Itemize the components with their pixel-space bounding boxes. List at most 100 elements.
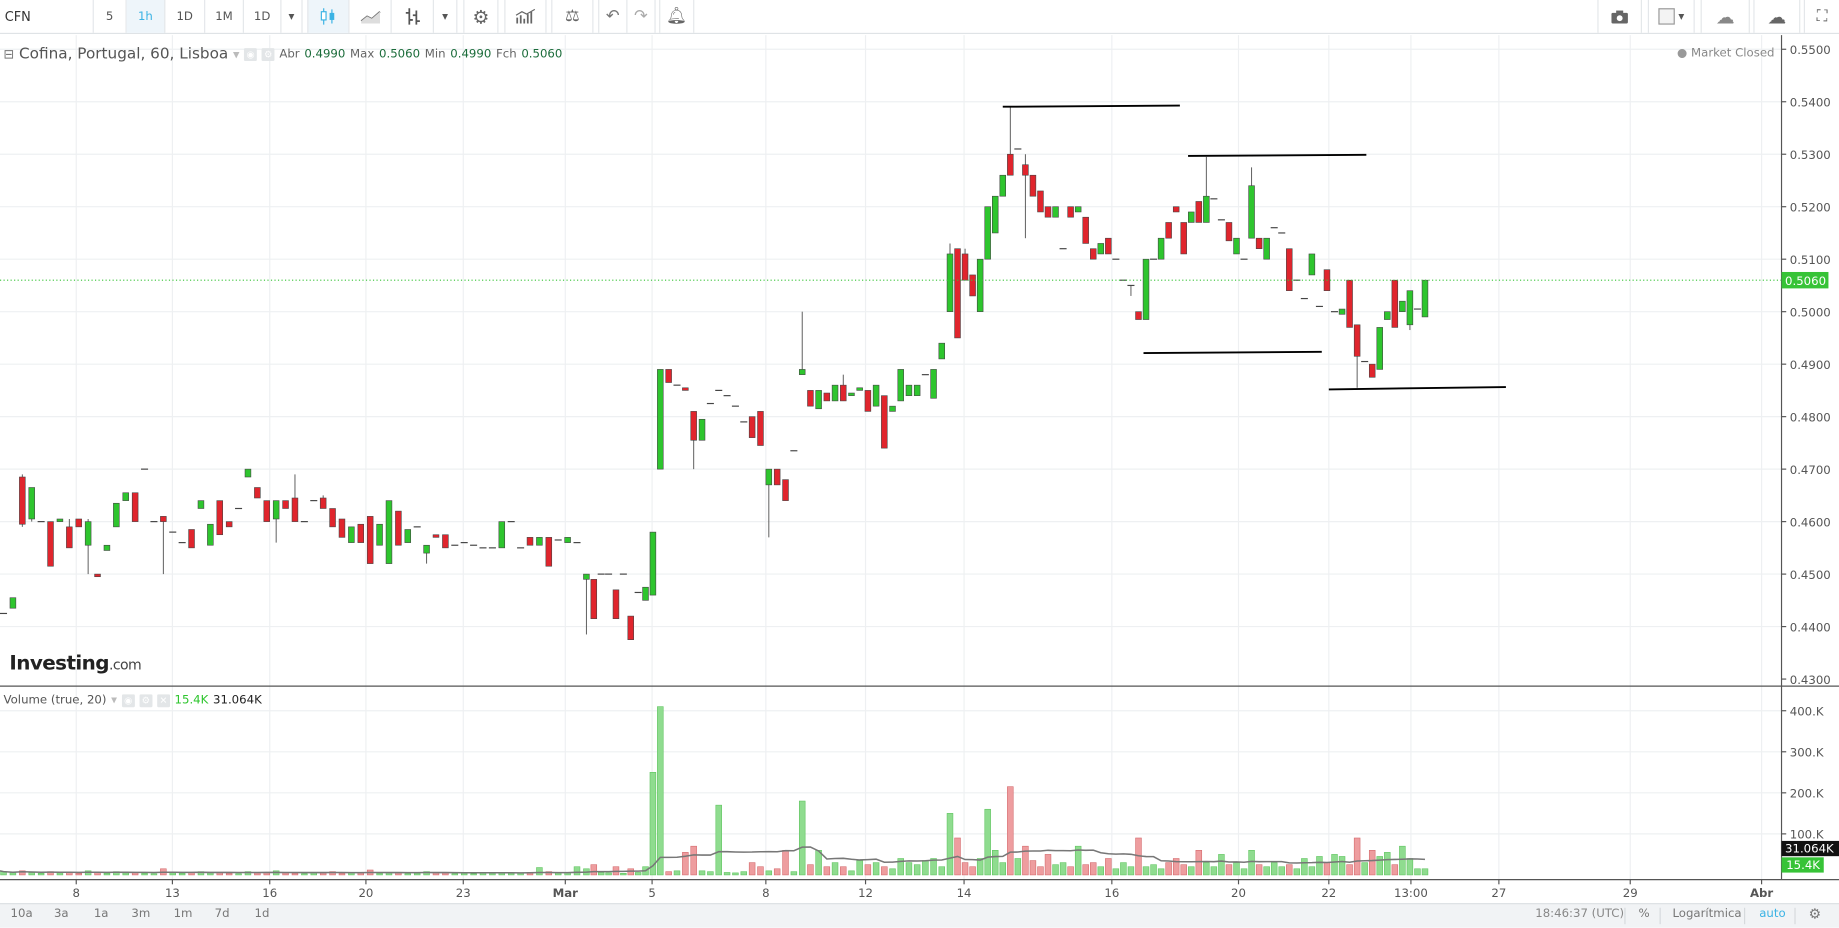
- interval-1h[interactable]: 1h: [126, 0, 166, 33]
- color-box-icon[interactable]: ▾: [1647, 0, 1695, 33]
- candle-body: [938, 342, 946, 360]
- volume-bar: [1218, 854, 1225, 876]
- undo-icon[interactable]: ↶: [598, 0, 628, 33]
- volume-bar: [649, 772, 657, 876]
- volume-bar: [620, 872, 627, 876]
- open-value: 0.4990: [304, 48, 346, 61]
- candle: [263, 500, 270, 522]
- range-7d[interactable]: 7d: [214, 907, 230, 921]
- candle-body: [1384, 311, 1391, 320]
- volume-bar: [922, 860, 929, 876]
- camera-icon[interactable]: [1597, 0, 1642, 33]
- volume-bar: [1090, 862, 1097, 876]
- bars-icon[interactable]: [392, 0, 434, 33]
- gear-icon[interactable]: ⚙: [463, 0, 499, 33]
- redo-icon[interactable]: ↷: [627, 0, 656, 33]
- line-chart-icon[interactable]: [350, 0, 392, 33]
- indicators-icon[interactable]: [504, 0, 547, 33]
- price-tick-label: 0.5000: [1790, 305, 1831, 319]
- candle: [946, 243, 954, 312]
- candle: [94, 573, 101, 578]
- candle: [442, 534, 449, 549]
- series-dropdown-chevron-icon[interactable]: ▾: [232, 46, 240, 63]
- series-settings-icon[interactable]: ⚙: [261, 48, 275, 61]
- range-1d[interactable]: 1d: [254, 907, 270, 921]
- volume-bar: [1346, 864, 1353, 876]
- interval-5[interactable]: 5: [94, 0, 127, 33]
- cloud-download-icon[interactable]: ☁: [1700, 0, 1750, 33]
- price-axis[interactable]: 0.5500 0.5400 0.5300 0.5200 0.5100 0.5000 0.49…: [1781, 43, 1831, 687]
- candles: [0, 106, 1782, 640]
- compare-scale-icon[interactable]: ⚖: [551, 0, 594, 33]
- interval-dropdown-chevron-icon[interactable]: ▾: [281, 0, 303, 33]
- candle: [244, 468, 252, 478]
- candle: [1074, 206, 1082, 213]
- candle-body: [1188, 211, 1195, 223]
- time-axis[interactable]: 8 13 16 20 23 Mar 5 8 12 14 16 20 22 13:00 27 29 Abr: [72, 879, 1773, 901]
- time-tick-label: 13:00: [1394, 886, 1428, 900]
- chart-type-chevron-icon[interactable]: ▾: [434, 0, 458, 33]
- volume-close-icon[interactable]: ✕: [156, 694, 170, 708]
- candle-body: [197, 500, 205, 509]
- volume-settings-icon[interactable]: ⚙: [139, 694, 153, 708]
- settings-gear-icon[interactable]: ⚙: [1808, 905, 1822, 922]
- volume-ma-badge: [1781, 840, 1839, 857]
- candle: [1142, 258, 1150, 320]
- volume-bar: [1376, 856, 1383, 876]
- volume-title[interactable]: Volume (true, 20): [3, 694, 107, 708]
- volume-bar: [905, 862, 913, 876]
- range-10a[interactable]: 10a: [10, 907, 33, 921]
- volume-bar: [798, 800, 806, 876]
- candle: [905, 384, 913, 396]
- candle: [872, 384, 880, 407]
- volume-dropdown-chevron-icon[interactable]: ▾: [111, 694, 118, 708]
- auto-toggle[interactable]: auto: [1759, 907, 1786, 921]
- collapse-icon[interactable]: ⊟: [3, 46, 15, 63]
- trendline-1[interactable]: [1002, 104, 1180, 108]
- candle-body: [649, 531, 657, 596]
- volume-visibility-icon[interactable]: ◉: [121, 694, 135, 708]
- volume-bar: [773, 868, 781, 876]
- series-title[interactable]: Cofina, Portugal, 60, Lisboa: [19, 45, 229, 64]
- volume-axis[interactable]: 400.K 300.K 200.K 100.K31.064K 15.4K: [1781, 704, 1839, 873]
- candle-body: [160, 516, 167, 522]
- range-1m[interactable]: 1m: [173, 907, 193, 921]
- candle-body: [1142, 258, 1150, 320]
- percent-toggle[interactable]: %: [1638, 907, 1650, 921]
- interval-1d-custom[interactable]: 1D: [244, 0, 282, 33]
- candle: [612, 589, 620, 620]
- volume-bar: [1338, 856, 1346, 876]
- trendline-3[interactable]: [1143, 350, 1322, 354]
- visibility-icon[interactable]: ◉: [244, 48, 258, 61]
- volume-bar: [946, 813, 954, 876]
- candle: [657, 369, 664, 470]
- drawings[interactable]: [1002, 104, 1506, 391]
- candle: [254, 487, 261, 499]
- log-toggle[interactable]: Logarítmica: [1672, 907, 1742, 921]
- candle-body: [698, 418, 706, 441]
- range-3m[interactable]: 3m: [131, 907, 151, 921]
- candle: [992, 195, 999, 234]
- candles-icon[interactable]: [307, 0, 350, 33]
- candle-body: [999, 174, 1006, 197]
- interval-1m[interactable]: 1M: [205, 0, 244, 33]
- range-1a[interactable]: 1a: [93, 907, 109, 921]
- trendline-4[interactable]: [1328, 386, 1506, 391]
- alert-add-icon[interactable]: 🔔︎: [659, 0, 695, 33]
- volume-bar: [1323, 862, 1331, 876]
- fullscreen-icon[interactable]: ⛶: [1803, 0, 1839, 33]
- volume-bar: [740, 871, 748, 876]
- candle-body: [1376, 327, 1383, 370]
- candle-body: [225, 521, 233, 528]
- candle: [395, 510, 402, 546]
- range-3a[interactable]: 3a: [53, 907, 69, 921]
- trendline-2[interactable]: [1188, 153, 1367, 157]
- cloud-upload-icon[interactable]: ☁: [1753, 0, 1801, 33]
- time-tick-label: 5: [648, 886, 655, 900]
- volume-bar: [1105, 858, 1112, 876]
- interval-1d[interactable]: 1D: [165, 0, 206, 33]
- symbol-input[interactable]: CFN: [0, 0, 94, 33]
- volume-bar: [413, 872, 421, 876]
- volume-bar: [913, 864, 921, 876]
